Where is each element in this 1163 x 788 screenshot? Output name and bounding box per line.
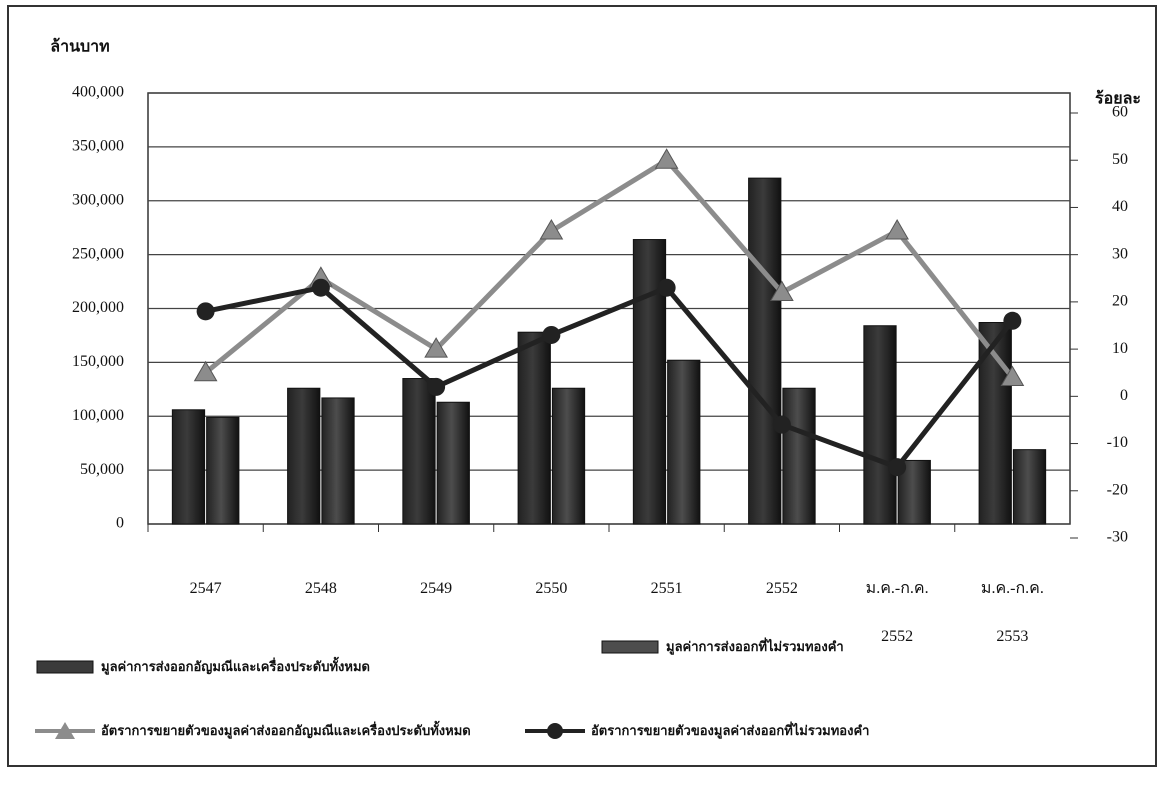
marker [542,325,561,344]
bar [782,387,816,525]
bar [402,378,436,525]
marker [311,278,330,297]
marker [772,415,791,434]
y2-tick-label: -20 [1107,481,1128,498]
y-tick-label: 300,000 [72,191,124,208]
bar [863,325,897,525]
bar [436,401,470,525]
line [204,156,1015,379]
y-tick-label: 50,000 [80,461,124,478]
y-tick-label: 100,000 [72,407,124,424]
legend-item: อัตราการขยายตัวของมูลค่าส่งออกที่ไม่รวมท… [525,720,869,741]
bar [321,397,355,525]
y2-tick-label: 20 [1112,293,1128,310]
y-axis-title: ล้านบาท [50,38,109,56]
x-tick-label: 2552 [765,580,798,597]
legend-label: มูลค่าการส่งออกที่ไม่รวมทองคำ [666,640,844,655]
marker [657,278,676,297]
marker [885,219,909,240]
y2-axis-title: ร้อยละ [1095,90,1141,108]
y2-tick-label: 60 [1112,104,1128,121]
bar [667,359,701,525]
y-tick-label: 400,000 [72,84,124,101]
legend-label: อัตราการขยายตัวของมูลค่าส่งออกที่ไม่รวมท… [591,724,870,739]
bar [1012,449,1047,525]
marker [1000,365,1025,386]
line [205,284,1015,471]
bar [287,387,321,525]
x-tick-label: ม.ค.-ก.ค. 2553 [980,580,1044,645]
y-tick-label: 200,000 [72,299,124,316]
chart-border [7,5,1157,767]
bar [748,177,782,525]
legend-label: อัตราการขยายตัวของมูลค่าส่งออกอัญมณีและเ… [101,724,471,739]
marker [770,280,794,301]
y-tick-label: 150,000 [72,353,124,370]
marker [193,360,218,382]
marker [1003,311,1022,330]
marker [196,302,215,321]
marker [654,148,679,169]
y-tick-label: 0 [116,515,124,532]
bar [206,416,240,525]
bar [171,409,206,525]
y2-tick-label: 40 [1112,198,1128,215]
bar [517,331,551,525]
y2-tick-label: -30 [1107,529,1128,546]
x-tick-label: 2547 [189,580,222,597]
marker [424,337,448,358]
legend-item: อัตราการขยายตัวของมูลค่าส่งออกอัญมณีและเ… [35,720,471,741]
legend-swatch [525,722,585,739]
x-tick-label: 2551 [650,580,683,597]
bar [551,387,586,525]
y2-tick-label: 50 [1112,151,1128,168]
y-tick-label: 350,000 [72,138,124,155]
x-tick-label: 2549 [420,580,453,597]
legend-label: มูลค่าการส่งออกอัญมณีและเครื่องประดับทั้… [101,660,370,675]
legend-item: มูลค่าการส่งออกที่ไม่รวมทองคำ [600,636,844,657]
x-tick-label: 2548 [304,580,337,597]
legend-swatch [36,660,94,673]
x-tick-label: 2550 [535,580,568,597]
x-tick-label: ม.ค.-ก.ค. 2552 [865,580,929,645]
marker [888,458,907,477]
marker [427,377,446,396]
legend-swatch [601,640,659,653]
legend-item: มูลค่าการส่งออกอัญมณีและเครื่องประดับทั้… [35,656,370,677]
y2-tick-label: -10 [1107,434,1128,451]
legend-swatch [35,721,95,739]
y2-tick-label: 30 [1112,245,1128,262]
marker [539,219,564,240]
y2-tick-label: 0 [1120,387,1128,404]
y2-tick-label: 10 [1112,340,1128,357]
y-tick-label: 250,000 [72,245,124,262]
